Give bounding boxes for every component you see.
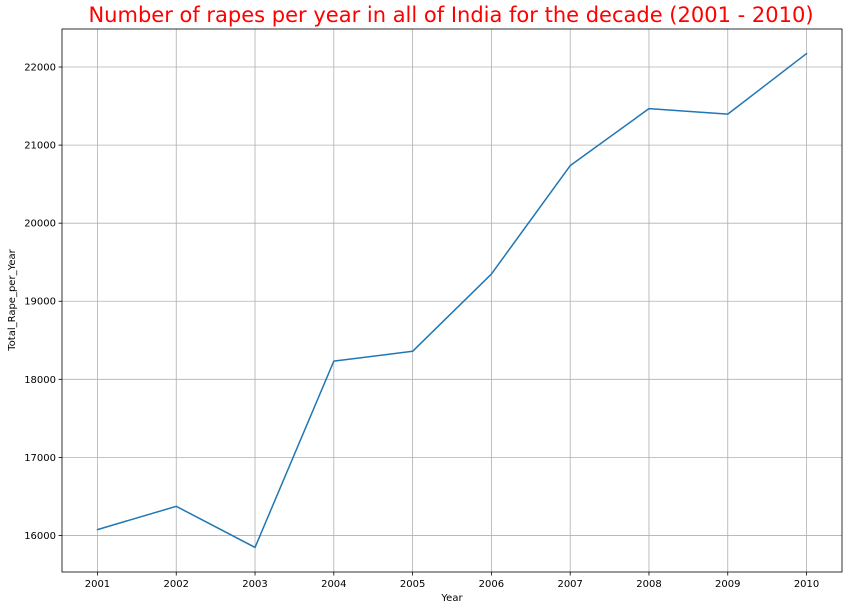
y-axis-label: Total_Rape_per_Year	[7, 248, 18, 351]
x-tick-label: 2007	[557, 579, 582, 590]
plot-frame	[61, 28, 843, 573]
ticks: 2001 2002 2003 2004 2005 2006 2007 2008 2009 2010…	[24, 63, 819, 590]
y-tick-label: 20000	[24, 219, 56, 230]
x-tick-label: 2004	[321, 579, 346, 590]
x-tick-label: 2009	[715, 579, 740, 590]
y-tick-label: 21000	[24, 141, 56, 152]
y-tick-label: 22000	[24, 63, 56, 74]
series-line	[96, 52, 808, 549]
y-tick-label: 18000	[24, 375, 56, 386]
x-tick-label: 2008	[636, 579, 661, 590]
x-tick-label: 2002	[164, 579, 189, 590]
x-tick-label: 2001	[85, 579, 110, 590]
y-tick-label: 16000	[24, 531, 56, 542]
x-axis-label: Year	[440, 593, 463, 604]
chart-title: Number of rapes per year in all of India…	[88, 3, 813, 27]
grid	[62, 29, 842, 572]
y-tick-label: 17000	[24, 453, 56, 464]
x-tick-label: 2010	[794, 579, 819, 590]
y-tick-label: 19000	[24, 297, 56, 308]
x-tick-label: 2006	[479, 579, 504, 590]
x-tick-label: 2005	[400, 579, 425, 590]
series-layer	[96, 52, 808, 549]
x-tick-label: 2003	[242, 579, 267, 590]
